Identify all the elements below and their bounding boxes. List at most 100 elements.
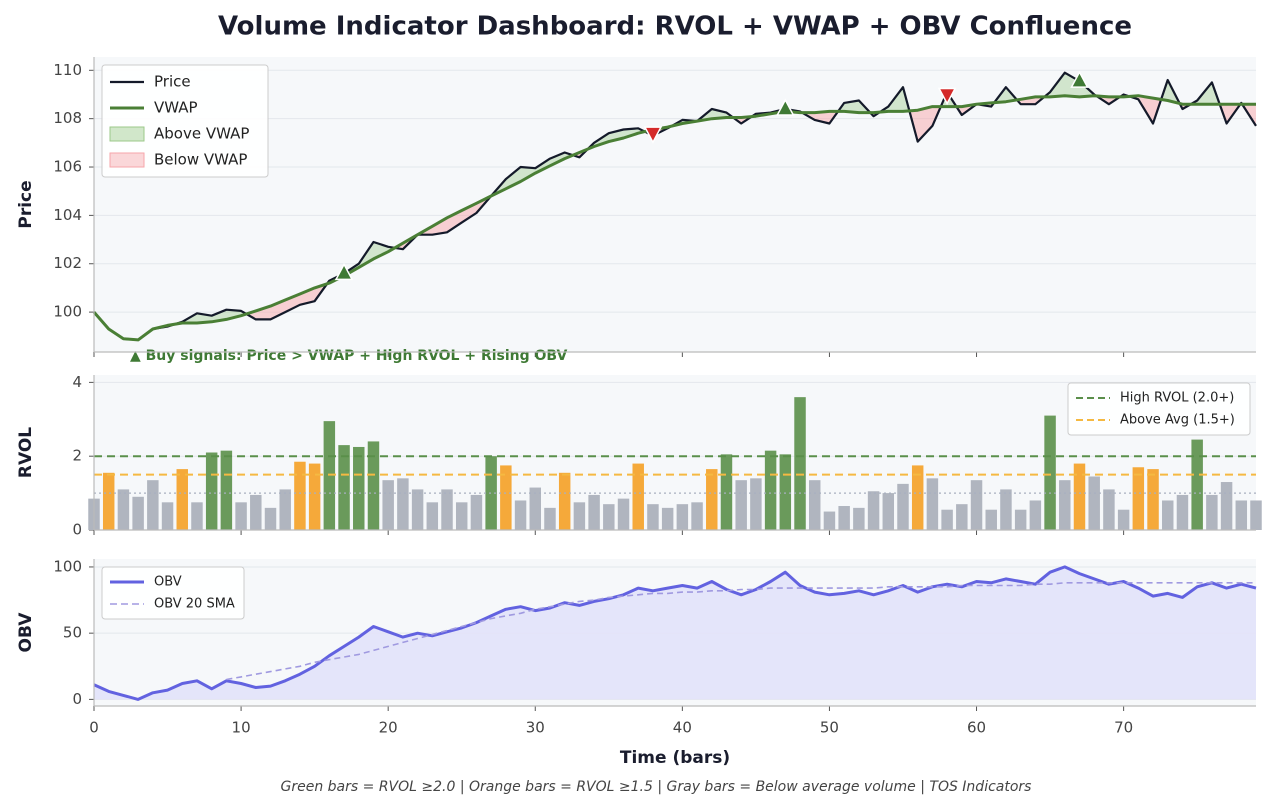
- y-tick-label: 50: [63, 624, 82, 642]
- bar: [1014, 509, 1027, 530]
- y-tick-label: 102: [53, 254, 82, 272]
- bar: [926, 478, 939, 530]
- footnote: Green bars = RVOL ≥2.0 | Orange bars = R…: [281, 779, 1032, 795]
- bar: [514, 500, 527, 530]
- bar: [1117, 509, 1130, 530]
- bar: [132, 496, 144, 530]
- bar: [691, 502, 703, 530]
- bar: [117, 489, 130, 530]
- legend-label: OBV 20 SMA: [154, 597, 235, 612]
- bar: [1044, 415, 1056, 530]
- bar: [838, 506, 850, 530]
- line: [226, 582, 1256, 681]
- bar: [500, 465, 512, 530]
- bar: [1000, 489, 1012, 530]
- x-tick-label: 70: [1114, 719, 1133, 737]
- sell-marker: [643, 126, 663, 144]
- y-tick-label: 4: [72, 373, 82, 391]
- bar: [529, 487, 542, 530]
- area: [94, 566, 1256, 700]
- bar: [294, 461, 306, 530]
- bar: [264, 507, 277, 530]
- y-axis-label: RVOL: [16, 427, 36, 478]
- bar: [455, 502, 468, 530]
- y-tick-label: 110: [53, 61, 82, 79]
- x-tick-label: 50: [820, 719, 839, 737]
- legend-label: VWAP: [154, 99, 198, 117]
- annotation: ▲ Buy signals: Price > VWAP + High RVOL …: [130, 348, 568, 364]
- legend-swatch: [109, 152, 145, 168]
- buy-marker: [1070, 70, 1089, 88]
- bar: [235, 502, 247, 530]
- bar: [1132, 467, 1145, 530]
- bar: [985, 509, 997, 530]
- x-tick-label: 0: [89, 719, 99, 737]
- bar: [735, 480, 747, 530]
- y-tick-label: 2: [72, 447, 82, 465]
- legend-label: High RVOL (2.0+): [1120, 391, 1234, 406]
- legend-label: Above Avg (1.5+): [1120, 413, 1235, 428]
- y-axis-label: OBV: [16, 612, 36, 653]
- y-tick-label: 0: [72, 521, 82, 539]
- sell-marker: [937, 87, 957, 106]
- bar: [911, 465, 924, 530]
- x-tick-label: 10: [232, 719, 251, 737]
- bar: [338, 445, 350, 530]
- bar: [558, 472, 571, 530]
- x-tick-label: 20: [379, 719, 398, 737]
- bar: [661, 507, 674, 530]
- y-tick-label: 106: [53, 158, 82, 176]
- bar: [250, 494, 262, 530]
- bar: [720, 454, 733, 530]
- bar: [1103, 489, 1115, 530]
- bar: [1220, 482, 1233, 530]
- bar: [397, 478, 409, 530]
- bar: [794, 397, 806, 530]
- y-tick-label: 100: [53, 557, 82, 575]
- bar: [1088, 476, 1100, 530]
- x-tick-label: 60: [967, 719, 986, 737]
- bar: [279, 489, 291, 530]
- bar: [1162, 500, 1174, 530]
- x-axis-label: Time (bars): [620, 748, 730, 768]
- bar: [308, 463, 321, 530]
- bar: [956, 504, 968, 530]
- bar: [897, 483, 909, 530]
- bar: [867, 491, 880, 530]
- legend-label: OBV: [154, 575, 182, 590]
- bar: [603, 504, 615, 530]
- bar: [205, 452, 218, 530]
- bar: [485, 456, 497, 530]
- bar: [882, 493, 895, 530]
- bar: [647, 504, 659, 530]
- bar: [764, 450, 777, 530]
- bar: [632, 463, 644, 530]
- legend-label: Price: [154, 73, 191, 91]
- bar: [853, 507, 865, 530]
- y-tick-label: 100: [53, 303, 82, 321]
- y-tick-label: 0: [72, 690, 82, 708]
- legend-swatch: [109, 126, 145, 142]
- bar: [588, 494, 600, 530]
- bar: [441, 489, 453, 530]
- bar: [176, 469, 188, 530]
- bar: [1206, 494, 1218, 530]
- fill-below: [94, 95, 1256, 340]
- x-tick-label: 40: [673, 719, 692, 737]
- bar: [970, 480, 983, 530]
- legend-box: [101, 566, 245, 620]
- bar: [1250, 500, 1262, 530]
- legend-label: Above VWAP: [154, 125, 249, 143]
- bar: [941, 509, 953, 530]
- bar: [676, 504, 689, 530]
- bar: [750, 478, 762, 530]
- bar: [102, 472, 115, 530]
- line: [92, 94, 1256, 342]
- bar: [426, 502, 439, 530]
- bar: [823, 511, 836, 530]
- bar: [191, 502, 203, 530]
- y-axis-label: Price: [16, 180, 36, 228]
- legend-box: [1067, 382, 1251, 436]
